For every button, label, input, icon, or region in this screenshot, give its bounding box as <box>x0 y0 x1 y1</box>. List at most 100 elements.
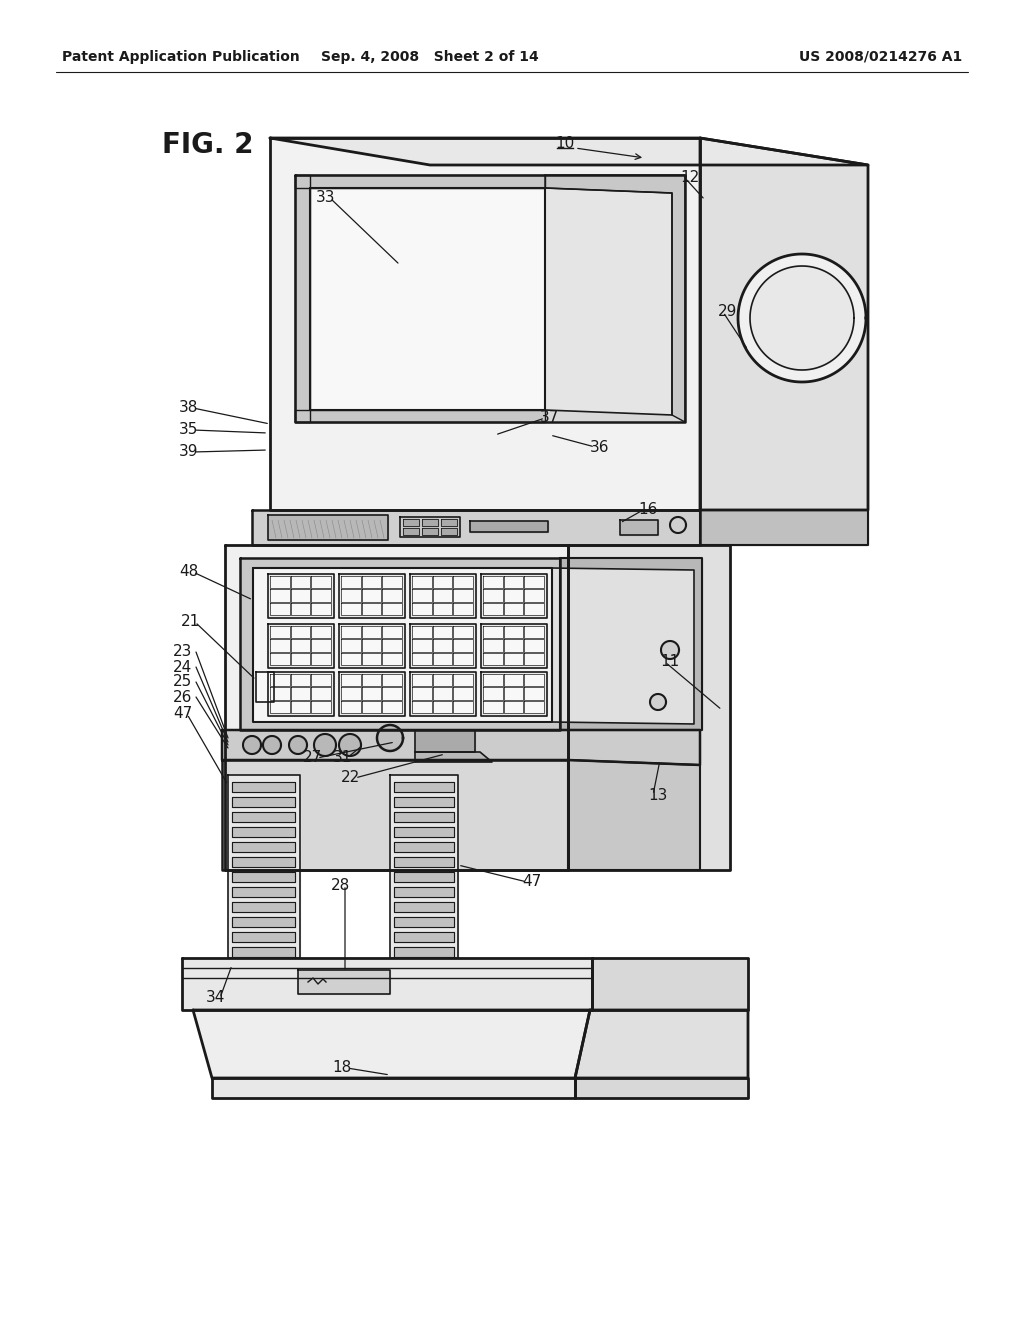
Polygon shape <box>222 730 700 766</box>
Polygon shape <box>454 576 473 589</box>
Polygon shape <box>232 873 295 882</box>
Polygon shape <box>240 558 560 730</box>
Polygon shape <box>270 652 290 665</box>
Text: 36: 36 <box>590 440 609 454</box>
Polygon shape <box>394 857 454 867</box>
Text: 11: 11 <box>660 655 679 669</box>
Polygon shape <box>228 775 300 958</box>
Polygon shape <box>481 624 547 668</box>
Text: 16: 16 <box>638 503 657 517</box>
Polygon shape <box>483 576 503 589</box>
Polygon shape <box>341 639 360 652</box>
Polygon shape <box>252 510 700 545</box>
Text: 47: 47 <box>173 706 193 722</box>
Polygon shape <box>390 775 458 958</box>
Polygon shape <box>361 675 381 686</box>
Polygon shape <box>232 902 295 912</box>
Polygon shape <box>311 589 331 602</box>
Polygon shape <box>232 932 295 942</box>
Polygon shape <box>341 603 360 615</box>
Polygon shape <box>382 576 402 589</box>
Polygon shape <box>481 574 547 618</box>
Polygon shape <box>382 639 402 652</box>
Text: 12: 12 <box>680 170 699 186</box>
Text: 48: 48 <box>179 565 198 579</box>
Polygon shape <box>575 1078 748 1098</box>
Polygon shape <box>504 675 523 686</box>
Polygon shape <box>361 688 381 700</box>
Text: 33: 33 <box>315 190 335 206</box>
Polygon shape <box>311 688 331 700</box>
Text: 23: 23 <box>173 644 193 660</box>
Polygon shape <box>311 576 331 589</box>
Text: 25: 25 <box>173 675 193 689</box>
Polygon shape <box>412 589 432 602</box>
Polygon shape <box>270 603 290 615</box>
Polygon shape <box>291 626 310 639</box>
Text: 29: 29 <box>718 305 737 319</box>
Polygon shape <box>620 520 658 535</box>
Polygon shape <box>524 675 544 686</box>
Polygon shape <box>433 701 453 713</box>
Polygon shape <box>545 187 672 414</box>
Polygon shape <box>339 624 406 668</box>
Polygon shape <box>295 411 545 422</box>
Polygon shape <box>311 603 331 615</box>
Polygon shape <box>750 267 854 370</box>
Polygon shape <box>415 752 492 762</box>
Polygon shape <box>454 589 473 602</box>
Polygon shape <box>361 626 381 639</box>
Polygon shape <box>311 701 331 713</box>
Polygon shape <box>382 688 402 700</box>
Polygon shape <box>232 917 295 927</box>
Polygon shape <box>232 842 295 851</box>
Polygon shape <box>222 760 568 870</box>
Polygon shape <box>470 521 548 532</box>
Polygon shape <box>483 589 503 602</box>
Polygon shape <box>295 176 310 422</box>
Polygon shape <box>394 842 454 851</box>
Polygon shape <box>560 558 702 730</box>
Polygon shape <box>382 675 402 686</box>
Polygon shape <box>410 672 476 715</box>
Polygon shape <box>232 946 295 957</box>
Polygon shape <box>433 652 453 665</box>
Polygon shape <box>394 828 454 837</box>
Polygon shape <box>268 624 334 668</box>
Polygon shape <box>341 675 360 686</box>
Polygon shape <box>394 887 454 898</box>
Polygon shape <box>483 652 503 665</box>
Text: 18: 18 <box>333 1060 352 1076</box>
Polygon shape <box>382 652 402 665</box>
Polygon shape <box>268 515 388 540</box>
Polygon shape <box>361 603 381 615</box>
Polygon shape <box>341 688 360 700</box>
Text: 39: 39 <box>178 445 198 459</box>
Polygon shape <box>412 675 432 686</box>
Text: FIG. 2: FIG. 2 <box>162 131 254 158</box>
Text: 34: 34 <box>206 990 225 1006</box>
Polygon shape <box>650 694 666 710</box>
Polygon shape <box>483 675 503 686</box>
Polygon shape <box>433 576 453 589</box>
Polygon shape <box>212 1078 575 1098</box>
Polygon shape <box>738 253 866 381</box>
Polygon shape <box>339 672 406 715</box>
Polygon shape <box>483 701 503 713</box>
Polygon shape <box>263 737 281 754</box>
Polygon shape <box>361 652 381 665</box>
Polygon shape <box>311 639 331 652</box>
Polygon shape <box>341 701 360 713</box>
Polygon shape <box>270 675 290 686</box>
Polygon shape <box>412 576 432 589</box>
Polygon shape <box>291 639 310 652</box>
Polygon shape <box>504 688 523 700</box>
Polygon shape <box>298 970 390 994</box>
Polygon shape <box>270 139 868 165</box>
Polygon shape <box>454 639 473 652</box>
Polygon shape <box>341 626 360 639</box>
Polygon shape <box>524 639 544 652</box>
Text: 21: 21 <box>181 615 200 630</box>
Polygon shape <box>339 574 406 618</box>
Polygon shape <box>270 576 290 589</box>
